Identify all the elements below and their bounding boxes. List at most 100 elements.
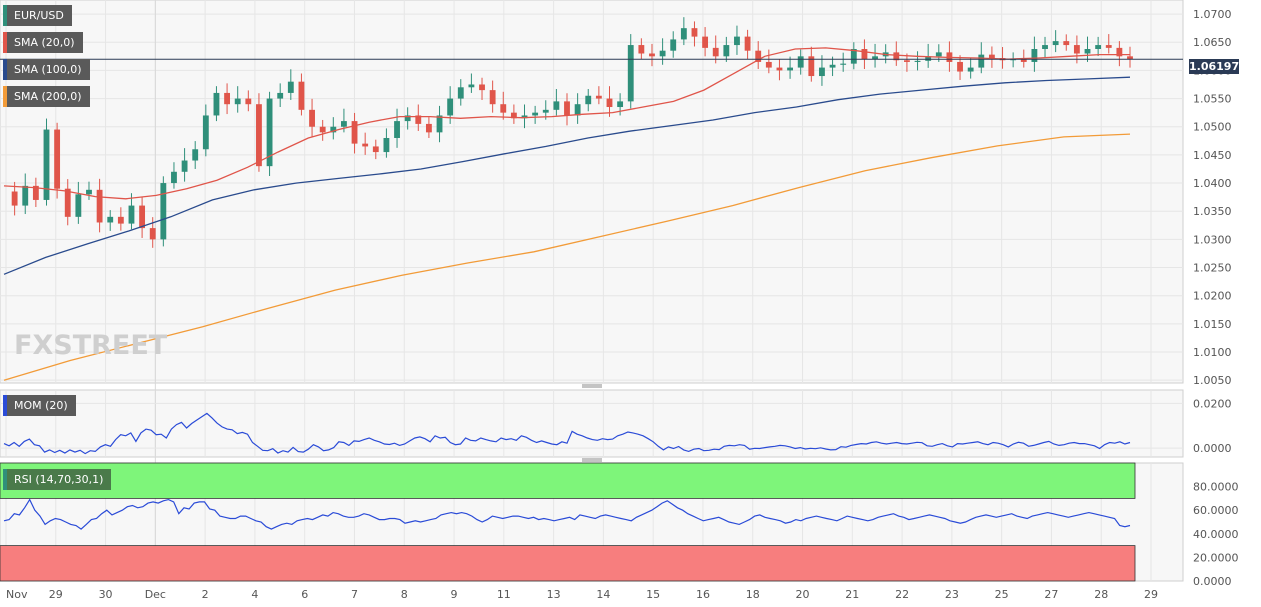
candle-body: [787, 67, 793, 71]
candle-body: [224, 92, 230, 105]
candle-body: [904, 60, 910, 62]
candle-body: [500, 104, 507, 113]
rsi-axis-tick: 60.0000: [1193, 504, 1239, 517]
x-axis-tick: 4: [251, 588, 258, 601]
x-axis-tick: 27: [1044, 588, 1058, 601]
candle-body: [425, 123, 432, 133]
candle-body: [54, 129, 61, 189]
price-axis-tick: 1.0300: [1193, 233, 1232, 246]
rsi-oversold-band: [0, 545, 1136, 582]
candle-body: [691, 28, 698, 37]
candle-body: [649, 53, 655, 57]
candle-body: [797, 56, 804, 68]
candle-body: [309, 109, 315, 127]
legend-mom-swatch: [3, 395, 7, 416]
candle-body: [606, 98, 613, 108]
x-axis-tick: 22: [895, 588, 909, 601]
candle-body: [1063, 41, 1070, 46]
candle-body: [638, 45, 645, 54]
x-axis-tick: 6: [301, 588, 308, 601]
candle-body: [627, 45, 634, 102]
candle-body: [935, 52, 942, 57]
legend-eurusd-label: EUR/USD: [14, 9, 64, 22]
candle-body: [287, 81, 294, 93]
candle-body: [22, 185, 29, 206]
candle-body: [1073, 45, 1080, 54]
price-axis-tick: 1.0250: [1193, 262, 1232, 275]
candle-body: [978, 54, 985, 68]
candle-body: [436, 115, 443, 133]
candle-body: [659, 50, 666, 57]
price-axis-tick: 1.0350: [1193, 205, 1232, 218]
candle-body: [702, 36, 709, 48]
candle-body: [394, 121, 400, 138]
candle-body: [117, 216, 124, 224]
candle-body: [181, 160, 188, 172]
candle-body: [744, 36, 751, 51]
candle-body: [670, 39, 677, 51]
candle-body: [149, 228, 156, 240]
legend-mom[interactable]: MOM (20): [3, 395, 76, 416]
x-axis-tick: 23: [945, 588, 959, 601]
candle-body: [564, 101, 570, 116]
candle-body: [819, 67, 825, 77]
candle-body: [341, 121, 347, 127]
legend-rsi[interactable]: RSI (14,70,30,1): [3, 469, 112, 490]
candle-body: [489, 90, 496, 105]
price-axis-tick: 1.0200: [1193, 290, 1232, 303]
candle-body: [266, 98, 273, 167]
mom-axis-tick: 0.0000: [1193, 442, 1232, 455]
sma-line-1: [3, 47, 1130, 200]
price-axis-tick: 1.0500: [1193, 121, 1232, 134]
rsi-axis-tick: 20.0000: [1193, 551, 1239, 564]
candle-body: [755, 50, 762, 62]
candle-body: [521, 115, 528, 119]
legend-sma-200[interactable]: SMA (200,0): [3, 86, 90, 107]
x-axis-tick: 7: [351, 588, 358, 601]
x-axis-tick: 2: [202, 588, 209, 601]
candle-body: [404, 115, 411, 122]
candle-body: [861, 49, 868, 60]
candle-body: [415, 115, 422, 124]
candle-body: [840, 63, 847, 65]
candle-body: [43, 129, 50, 200]
candle-body: [330, 126, 337, 133]
x-axis-tick: Dec: [145, 588, 166, 601]
x-axis-tick: 29: [49, 588, 63, 601]
candle-body: [680, 28, 687, 40]
candle-body: [925, 56, 932, 61]
candle-body: [86, 189, 92, 195]
candle-body: [479, 84, 485, 91]
candle-body: [457, 87, 464, 99]
candle-body: [829, 64, 836, 68]
price-axis-tick: 1.0550: [1193, 93, 1232, 106]
price-axis-tick: 1.0450: [1193, 149, 1232, 162]
candle-body: [988, 54, 995, 59]
legend-sma-20[interactable]: SMA (20,0): [3, 32, 83, 53]
candle-body: [967, 67, 974, 72]
candle-body: [776, 67, 783, 71]
candle-body: [595, 95, 602, 99]
candle-body: [1020, 59, 1027, 62]
candle-body: [351, 121, 358, 144]
sma-line-2: [3, 76, 1131, 275]
candle-body: [256, 104, 262, 167]
candle-body: [192, 149, 199, 161]
candle-body: [957, 61, 963, 72]
candle-body: [383, 137, 390, 153]
x-axis-tick: 28: [1094, 588, 1108, 601]
legend-rsi-label: RSI (14,70,30,1): [14, 473, 104, 486]
x-axis-tick: 13: [547, 588, 561, 601]
legend-sma-100[interactable]: SMA (100,0): [3, 59, 90, 80]
candle-body: [712, 47, 719, 57]
candle-body: [107, 216, 114, 223]
candle-body: [723, 45, 730, 57]
candle-body: [298, 81, 305, 110]
x-axis-tick: 25: [995, 588, 1009, 601]
legend-eurusd-swatch: [3, 5, 7, 26]
candle-body: [1105, 45, 1112, 48]
candle-body: [808, 56, 815, 77]
candle-body: [1031, 49, 1038, 62]
legend-eurusd[interactable]: EUR/USD: [3, 5, 72, 26]
